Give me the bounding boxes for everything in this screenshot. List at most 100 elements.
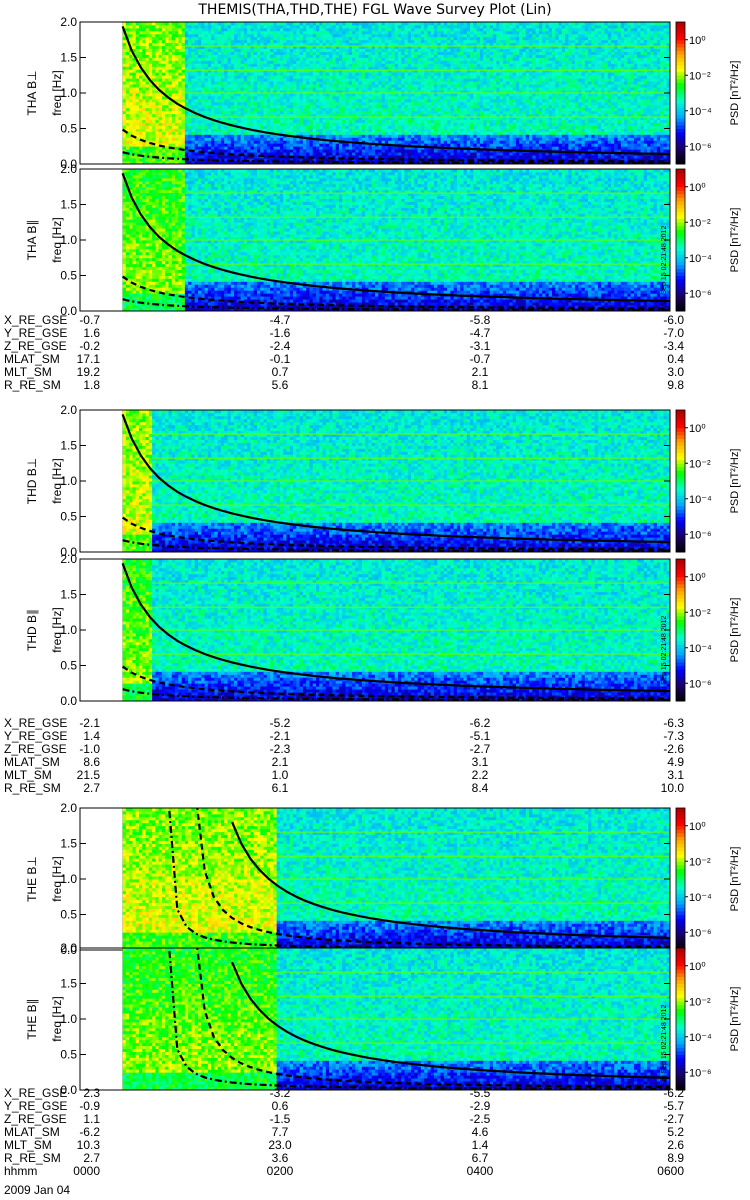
colorbar-tick-label: 10⁻²: [689, 856, 711, 868]
freq-axis-label: freq [Hz]: [50, 70, 64, 115]
tenth-gyrofrequency-curve: [122, 151, 670, 164]
colorbar-tick-label: 10⁰: [689, 821, 706, 833]
ephemeris-label: X_RE_GSE: [4, 313, 67, 327]
ephemeris-value: 23.0: [268, 1138, 292, 1152]
ephemeris-value: 2.6: [667, 1138, 684, 1152]
timestamp-stamp: Sat Sep 15 02:21:48 2012: [661, 616, 668, 697]
ephemeris-value: -2.1: [79, 716, 100, 730]
ephemeris-value: 0.7: [272, 365, 289, 379]
ephemeris-value: -2.1: [270, 729, 291, 743]
colorbar-tick-label: 10⁻⁶: [689, 141, 712, 153]
ephemeris-label: Y_RE_GSE: [4, 326, 67, 340]
freq-tick-label: 1.5: [60, 51, 77, 65]
gyrofrequency-curve: [231, 961, 670, 1079]
colorbar-tick-label: 10⁻⁴: [689, 892, 712, 904]
timestamp-stamp: Sat Sep 15 02:21:48 2012: [661, 1005, 668, 1086]
colorbar-label: PSD [nT²/Hz]: [729, 208, 741, 273]
ephemeris-value: 21.5: [77, 768, 101, 782]
ephemeris-value: 17.1: [77, 352, 101, 366]
ephemeris-value: 1.4: [472, 1138, 489, 1152]
ephemeris-value: 5.6: [272, 378, 289, 392]
freq-tick-label: 1.0: [60, 1012, 77, 1026]
ephemeris-value: -5.8: [470, 313, 491, 327]
ephemeris-value: 2.1: [472, 365, 489, 379]
tenth-gyrofrequency-curve: [122, 688, 670, 701]
colorbar: 10⁰ 10⁻² 10⁻⁴ 10⁻⁶ PSD [nT²/Hz]: [675, 21, 741, 165]
ephemeris-value: -2.3: [270, 742, 291, 756]
freq-tick-label: 1.0: [60, 233, 77, 247]
spectrogram-panel: 0.0 0.5 1.0 1.5 2.0 THE B⊥ freq [Hz] 10⁰ 10⁻² 10⁻…: [25, 801, 741, 957]
ephemeris-value: 2.7: [83, 1151, 100, 1165]
ephemeris-label: Z_RE_GSE: [4, 339, 67, 353]
ephemeris-value: -2.9: [470, 1099, 491, 1113]
freq-axis-label: freq [Hz]: [50, 458, 64, 503]
freq-tick-label: 0.5: [60, 269, 77, 283]
freq-tick-label: 0.5: [60, 510, 77, 524]
ephemeris-value: -0.1: [270, 352, 291, 366]
colorbar: 10⁰ 10⁻² 10⁻⁴ 10⁻⁶ PSD [nT²/Hz]: [675, 168, 741, 312]
freq-tick-label: 0.0: [60, 304, 77, 318]
colorbar-tick-label: 10⁻⁶: [689, 529, 712, 541]
ephemeris-value: -0.7: [79, 313, 100, 327]
ephemeris-value: 8.1: [472, 378, 489, 392]
ephemeris-value: -0.9: [79, 1099, 100, 1113]
ephemeris-value: 1.1: [83, 1112, 100, 1126]
colorbar-tick-label: 10⁻²: [689, 70, 711, 82]
ephemeris-value: 9.8: [667, 378, 684, 392]
gyrofrequency-curve: [121, 414, 670, 544]
colorbar-label: PSD [nT²/Hz]: [729, 987, 741, 1052]
colorbar: 10⁰ 10⁻² 10⁻⁴ 10⁻⁶ PSD [nT²/Hz]: [675, 947, 741, 1091]
ephemeris-value: -3.4: [663, 339, 684, 353]
colorbar-tick-label: 10⁰: [689, 182, 706, 194]
colorbar-tick-label: 10⁻²: [689, 458, 711, 470]
ephemeris-value: 10.0: [661, 781, 685, 795]
ephemeris-value: -1.5: [270, 1112, 291, 1126]
half-gyrofrequency-curve: [121, 128, 670, 163]
ephemeris-value: 3.6: [272, 1151, 289, 1165]
freq-tick-label: 1.5: [60, 198, 77, 212]
freq-tick-label: 0.0: [60, 157, 77, 171]
freq-tick-label: 1.5: [60, 439, 77, 453]
colorbar-tick-label: 10⁰: [689, 572, 706, 584]
ephemeris-value: 6.1: [272, 781, 289, 795]
colorbar-tick-label: 10⁻²: [689, 996, 711, 1008]
spectrogram-panel: 0.0 0.5 1.0 1.5 2.0 THD B∥ freq [Hz] 10⁰ 10⁻² 10⁻…: [25, 552, 741, 708]
ephemeris-value: -2.7: [663, 1112, 684, 1126]
ephemeris-value: -2.5: [470, 1112, 491, 1126]
ephemeris-value: 10.3: [77, 1138, 101, 1152]
freq-axis-label: freq [Hz]: [50, 607, 64, 652]
ephemeris-value: 3.1: [667, 768, 684, 782]
ephemeris-label: R_RE_SM: [4, 1151, 61, 1165]
panel-label: THD B⊥: [25, 458, 39, 504]
colorbar-label: PSD [nT²/Hz]: [729, 61, 741, 126]
freq-tick-label: 1.5: [60, 588, 77, 602]
freq-tick-label: 0.0: [60, 545, 77, 559]
freq-tick-label: 1.0: [60, 474, 77, 488]
freq-tick-label: 1.0: [60, 623, 77, 637]
ephemeris-value: 3.1: [472, 755, 489, 769]
ephemeris-value: -5.1: [470, 729, 491, 743]
ephemeris-value: -5.7: [663, 1099, 684, 1113]
freq-tick-label: 1.5: [60, 977, 77, 991]
colorbar-tick-label: 10⁻⁶: [689, 288, 712, 300]
ephemeris-label: Z_RE_GSE: [4, 742, 67, 756]
ephemeris-value: 1.0: [272, 768, 289, 782]
ephemeris-label: MLAT_SM: [4, 755, 60, 769]
ephemeris-value: -2.4: [270, 339, 291, 353]
half-gyrofrequency-curve: [121, 665, 670, 700]
colorbar-tick-label: 10⁰: [689, 961, 706, 973]
colorbar: 10⁰ 10⁻² 10⁻⁴ 10⁻⁶ PSD [nT²/Hz]: [675, 558, 741, 702]
panel-label: THE B∥: [25, 998, 39, 1039]
freq-axis-label: freq [Hz]: [50, 856, 64, 901]
half-gyrofrequency-curve: [196, 948, 670, 1089]
colorbar: 10⁰ 10⁻² 10⁻⁴ 10⁻⁶ PSD [nT²/Hz]: [675, 807, 741, 951]
ephemeris-value: -5.2: [270, 716, 291, 730]
freq-tick-label: 2.0: [60, 552, 77, 566]
freq-tick-label: 0.5: [60, 1048, 77, 1062]
freq-tick-label: 0.5: [60, 122, 77, 136]
ephemeris-value: 2.2: [472, 768, 489, 782]
panel-label: THD B∥: [25, 609, 39, 651]
ephemeris-value: -7.3: [663, 729, 684, 743]
panel-label: THA B∥: [25, 220, 39, 261]
